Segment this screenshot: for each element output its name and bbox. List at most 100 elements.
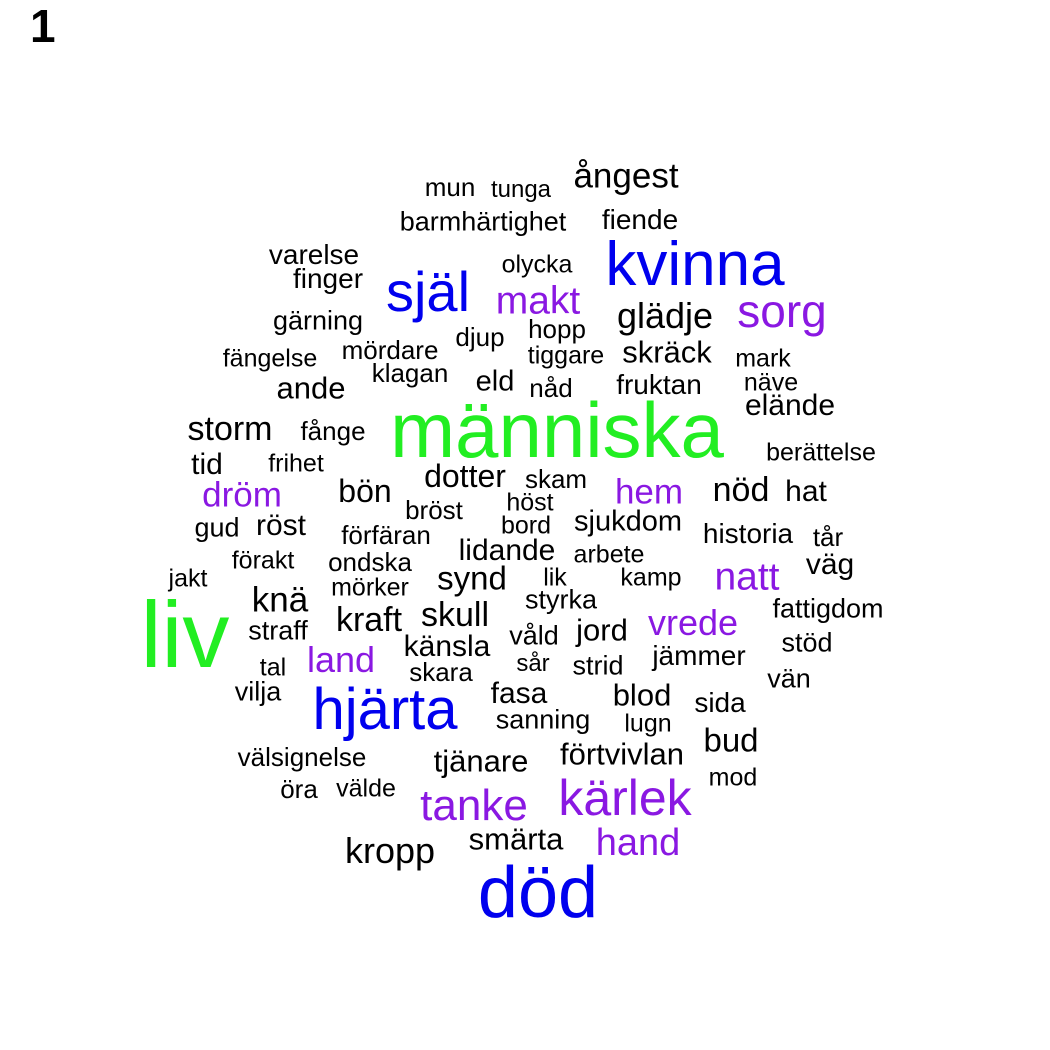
word: förfäran [341, 520, 431, 550]
word: tjänare [433, 743, 529, 779]
word: sår [516, 650, 550, 677]
word: skam [524, 464, 588, 494]
word: berättelse [766, 438, 876, 467]
word: glädje [616, 295, 714, 336]
word: nöd [712, 471, 770, 509]
word: skräck [622, 334, 712, 370]
word: mod [708, 763, 758, 792]
word: arbete [573, 540, 645, 569]
word: höst [506, 488, 554, 517]
word: näve [743, 368, 799, 397]
word: mun [424, 172, 476, 202]
word: mark [735, 344, 791, 373]
word: liv [140, 582, 230, 687]
word: våld [509, 620, 559, 651]
word: känsla [403, 630, 491, 663]
word: hem [614, 472, 684, 512]
word: jakt [168, 564, 208, 593]
word: elände [744, 389, 836, 422]
word: fattigdom [772, 593, 884, 624]
word: röst [255, 509, 307, 542]
word: strid [572, 650, 624, 681]
word: lik [543, 563, 567, 592]
word: hat [785, 475, 827, 508]
word: fiende [601, 204, 679, 235]
word: förakt [231, 546, 295, 575]
word: tunga [490, 176, 552, 203]
word: tår [812, 522, 844, 552]
word: straff [248, 615, 308, 646]
word: mördare [341, 335, 439, 365]
word: smärta [468, 821, 564, 857]
word: gud [194, 512, 240, 543]
word: dotter [424, 458, 506, 494]
word: gärning [272, 305, 364, 336]
word: välde [336, 774, 396, 803]
word: mörker [331, 573, 409, 602]
word: väg [805, 548, 855, 581]
word: historia [702, 518, 794, 549]
word: bön [338, 473, 392, 509]
word: hand [595, 822, 681, 864]
word: lidande [458, 534, 556, 567]
word: varelse [268, 239, 360, 270]
word: öra [280, 774, 318, 804]
word: fånge [300, 416, 366, 446]
word: kropp [344, 830, 436, 871]
word: kvinna [605, 230, 785, 299]
word: bord [500, 511, 552, 540]
word: kärlek [558, 770, 692, 826]
word: vrede [647, 602, 739, 643]
word: vän [767, 663, 811, 694]
word: eld [475, 365, 515, 398]
word: makt [495, 279, 581, 323]
word: tal [259, 653, 287, 682]
word: förtvivlan [559, 736, 685, 772]
word: ångest [573, 156, 679, 196]
word: dröm [202, 475, 282, 515]
word: stöd [781, 627, 833, 658]
word: lugn [624, 709, 672, 738]
word: sorg [737, 285, 827, 337]
word: skara [409, 657, 473, 687]
word: tiggare [527, 341, 605, 370]
word: ondska [328, 547, 412, 577]
word: olycka [501, 250, 573, 279]
word: tid [191, 448, 223, 481]
word: människa [390, 386, 724, 474]
word: nåd [529, 373, 573, 403]
word: vilja [234, 676, 282, 707]
word: synd [437, 559, 507, 597]
word: sida [694, 687, 746, 718]
panel-number: 1 [30, 0, 56, 52]
word: fängelse [222, 344, 318, 373]
word: välsignelse [237, 742, 367, 772]
word: natt [714, 555, 780, 599]
word: tanke [420, 781, 528, 830]
word: bud [703, 721, 759, 759]
word: land [306, 639, 376, 680]
word: barmhärtighet [399, 206, 567, 237]
word: knä [251, 580, 309, 620]
word: hopp [528, 314, 586, 344]
word: själ [385, 260, 471, 323]
word: skull [420, 596, 490, 634]
word: sjukdom [574, 505, 682, 538]
word: finger [292, 263, 364, 294]
word: blod [612, 677, 672, 713]
word: djup [455, 322, 505, 352]
word: ande [276, 370, 346, 406]
word: kamp [620, 563, 682, 592]
word: fruktan [616, 369, 702, 400]
word: styrka [524, 584, 598, 615]
word: kraft [335, 601, 403, 639]
word: jämmer [652, 640, 746, 671]
word: hjärta [312, 677, 458, 742]
word: frihet [268, 449, 324, 478]
word: klagan [371, 358, 449, 388]
word: bröst [405, 495, 463, 525]
word: död [477, 853, 599, 933]
word: fasa [490, 677, 548, 710]
word: jord [576, 612, 628, 648]
